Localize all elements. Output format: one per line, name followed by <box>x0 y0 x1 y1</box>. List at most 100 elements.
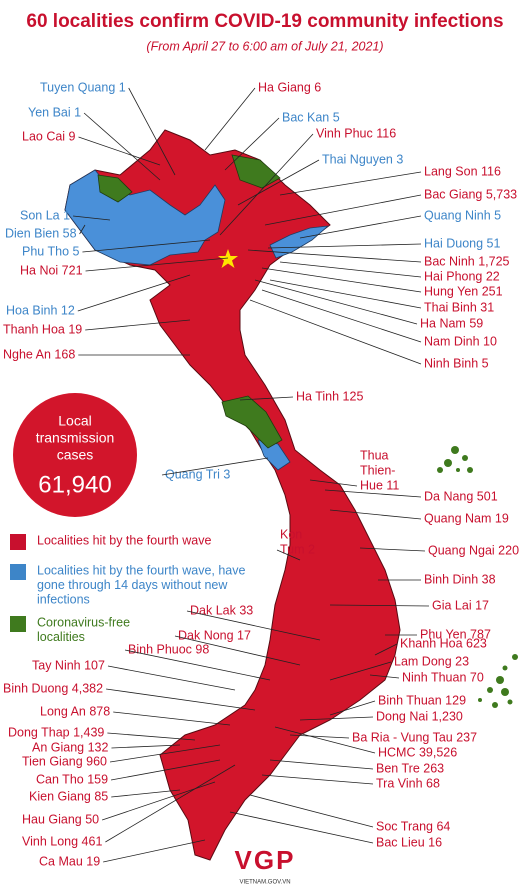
title: 60 localities confirm COVID-19 community… <box>26 11 503 32</box>
logo: VGP <box>235 845 296 875</box>
leader-line <box>229 811 374 844</box>
province-label: Phu Tho 5 <box>22 244 80 258</box>
province-label: Thai Nguyen 3 <box>322 152 403 166</box>
legend-text: gone through 14 days without new <box>37 578 228 592</box>
province-label: Kien Giang 85 <box>29 789 108 803</box>
province-label: Son La 1 <box>20 208 70 222</box>
province-label: Ca Mau 19 <box>39 854 100 868</box>
province-label: Dien Bien 58 <box>5 226 77 240</box>
province-label: Hai Duong 51 <box>424 236 500 250</box>
badge-caption: cases <box>57 447 94 463</box>
legend-swatch <box>10 616 26 632</box>
province-label: Hung Yen 251 <box>424 284 503 298</box>
leader-line <box>111 744 181 749</box>
legend-text: Localities hit by the fourth wave, have <box>37 563 246 577</box>
map <box>64 129 518 861</box>
province-label: Hue 11 <box>360 478 399 492</box>
leader-line <box>264 194 422 226</box>
province-label: Kon <box>280 527 302 541</box>
leader-line <box>107 665 236 691</box>
leader-line <box>219 133 314 236</box>
province-label: Hai Phong 22 <box>424 269 500 283</box>
leader-line <box>279 261 422 278</box>
province-label: Thua <box>360 448 389 462</box>
leader-line <box>274 726 376 754</box>
legend-swatch <box>10 534 26 550</box>
leader-line <box>299 215 422 239</box>
province-label: Dak Nong 17 <box>178 628 251 642</box>
leader-line <box>369 674 400 679</box>
province-label: Thai Binh 31 <box>424 300 494 314</box>
leader-line <box>249 299 422 365</box>
leader-line <box>85 257 229 272</box>
leader-line <box>279 171 422 196</box>
leader-line <box>374 643 398 656</box>
province-label: Tay Ninh 107 <box>32 658 105 672</box>
leader-line <box>73 215 111 221</box>
province-label: Bac Giang 5,733 <box>424 187 517 201</box>
province-label: Gia Lai 17 <box>432 598 489 612</box>
province-label: Yen Bai 1 <box>28 105 81 119</box>
leader-line <box>254 279 418 325</box>
leader-line <box>247 249 422 263</box>
province-label: Phu Yen 787 <box>420 627 491 641</box>
province-label: Tien Giang 960 <box>22 754 107 768</box>
leader-line <box>267 243 422 249</box>
badge <box>13 393 137 517</box>
province-label: Lam Dong 23 <box>394 654 469 668</box>
leader-line <box>237 159 320 206</box>
province-label: Quang Ngai 220 <box>428 543 519 557</box>
province-label: Bac Kan 5 <box>282 110 340 124</box>
province-label: Quang Ninh 5 <box>424 208 501 222</box>
province-label: Thanh Hoa 19 <box>3 322 82 336</box>
leader-line <box>329 700 376 716</box>
badge-caption: transmission <box>36 430 115 446</box>
leader-line <box>105 764 236 843</box>
province-label: Dak Lak 33 <box>190 603 253 617</box>
province-label: Dong Thap 1,439 <box>8 725 104 739</box>
province-label: Ha Giang 6 <box>258 80 321 94</box>
legend-text: Localities hit by the fourth wave <box>37 533 211 547</box>
leader-line <box>329 604 430 607</box>
province-label: Ha Tinh 125 <box>296 389 363 403</box>
leader-line <box>124 649 271 681</box>
province-label: HCMC 39,526 <box>378 745 457 759</box>
province-label: Hoa Binh 12 <box>6 303 75 317</box>
province-label: Khanh Hoa 623 <box>400 636 487 650</box>
province-label: Bac Lieu 16 <box>376 835 442 849</box>
province-label: Binh Dinh 38 <box>424 572 496 586</box>
province-label: Vinh Phuc 116 <box>316 126 396 140</box>
province-label: Hau Giang 50 <box>22 812 99 826</box>
green-region <box>97 174 133 203</box>
province-label: Ha Noi 721 <box>20 263 83 277</box>
province-label: Tra Vinh 68 <box>376 776 440 790</box>
leader-line <box>83 112 161 181</box>
legend-text: Coronavirus-free <box>37 615 130 629</box>
leader-line <box>111 789 181 798</box>
leader-line <box>299 716 374 721</box>
leader-line <box>269 759 374 770</box>
leader-line <box>79 224 86 235</box>
leader-line <box>204 87 256 151</box>
leader-line <box>359 547 426 552</box>
green-region <box>231 154 281 189</box>
province-label: Ba Ria - Vung Tau 237 <box>352 730 477 744</box>
islands <box>437 446 518 708</box>
leader-line <box>110 759 221 781</box>
leader-line <box>78 136 161 166</box>
leader-line <box>261 289 422 343</box>
province-label: Nam Dinh 10 <box>424 334 497 348</box>
province-label: Soc Trang 64 <box>376 819 450 833</box>
leader-line <box>128 87 176 176</box>
badge-caption: Local <box>58 413 91 429</box>
leader-line <box>186 610 321 641</box>
leader-line <box>103 839 206 863</box>
province-label: An Giang 132 <box>32 740 108 754</box>
legend-text: localities <box>37 630 85 644</box>
province-label: Can Tho 159 <box>36 772 108 786</box>
leader-line <box>324 489 422 498</box>
star <box>218 249 238 268</box>
leader-line <box>161 457 269 476</box>
province-label: Vinh Long 461 <box>22 834 102 848</box>
